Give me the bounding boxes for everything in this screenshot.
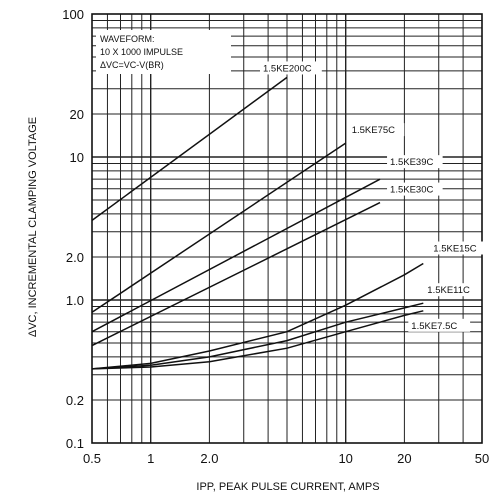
- annotation-line-3: ΔVC=VC-V(BR): [100, 60, 164, 70]
- y-tick-label: 10: [70, 150, 84, 165]
- y-tick-labels: 100 20 10 2.0 1.0 0.2 0.1: [62, 7, 84, 451]
- series-label: 1.5KE11C: [427, 285, 470, 296]
- series-label: 1.5KE7.5C: [411, 321, 457, 332]
- series-label-bg: [348, 123, 405, 137]
- series-line: [91, 76, 288, 222]
- y-tick-label: 20: [70, 107, 84, 122]
- plot-frame: [91, 13, 483, 444]
- x-axis-title: IPP, PEAK PULSE CURRENT, AMPS: [196, 481, 379, 493]
- y-tick-label: 0.2: [66, 393, 84, 408]
- y-tick-label: 1.0: [66, 293, 84, 308]
- y-axis-title: ΔVC, INCREMENTAL CLAMPING VOLTAGE: [27, 117, 39, 337]
- x-tick-label: 2.0: [200, 451, 218, 466]
- series-label: 1.5KE200C: [263, 63, 312, 74]
- series-group: 1.5KE200C 1.5KE75C 1.5KE39C 1.5KE30C 1.5KE15…: [91, 61, 486, 370]
- x-tick-label: 0.5: [83, 451, 101, 466]
- series-label-bg: [408, 318, 471, 332]
- series-line: [91, 201, 381, 347]
- x-tick-label: 10: [338, 451, 352, 466]
- series-label-bg: [260, 61, 322, 75]
- series-label-bg: [424, 283, 480, 297]
- x-tick-labels: 0.5 1 2.0 10 20 50: [83, 451, 489, 466]
- x-tick-label: 20: [397, 451, 411, 466]
- annotation-line-1: WAVEFORM:: [100, 34, 155, 44]
- x-tick-label: 1: [147, 451, 154, 466]
- series-line: [91, 178, 381, 333]
- series-line: [91, 262, 424, 370]
- x-tick-label: 50: [475, 451, 489, 466]
- y-tick-label: 2.0: [66, 250, 84, 265]
- series-line: [91, 142, 347, 313]
- y-tick-label: 0.1: [66, 436, 84, 451]
- series-label: 1.5KE30C: [390, 185, 433, 196]
- y-tick-label: 100: [62, 7, 84, 22]
- series-label-bg: [387, 155, 443, 169]
- series-line: [91, 310, 424, 370]
- series-label: 1.5KE75C: [352, 125, 395, 136]
- series-label-bg: [387, 182, 443, 196]
- series-line: [91, 302, 424, 370]
- annotation-line-2: 10 X 1000 IMPULSE: [100, 47, 183, 57]
- series-label-bg: [430, 241, 486, 255]
- series-label: 1.5KE39C: [390, 157, 433, 168]
- series-label: 1.5KE15C: [433, 243, 476, 254]
- waveform-annotation: WAVEFORM: 10 X 1000 IMPULSE ΔVC=VC-V(BR): [96, 30, 231, 74]
